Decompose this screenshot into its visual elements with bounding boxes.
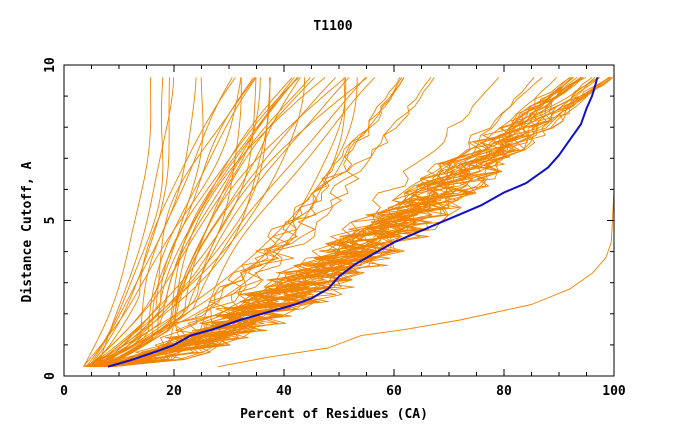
outlier-model-curve (217, 77, 615, 368)
model-curve (100, 77, 366, 368)
x-tick-label: 40 (276, 384, 292, 399)
y-tick-label: 10 (43, 57, 58, 73)
model-curve (96, 77, 242, 368)
model-curve (106, 77, 535, 368)
model-curve (85, 77, 164, 367)
model-curve (98, 77, 299, 368)
x-axis-label: Percent of Residues (CA) (240, 407, 428, 422)
model-curve (87, 77, 298, 368)
x-tick-label: 60 (386, 384, 402, 399)
model-curve (97, 77, 350, 368)
model-curve (92, 77, 584, 368)
model-curve (92, 77, 326, 368)
model-curve (86, 77, 293, 368)
model-curve (91, 77, 306, 368)
model-curve (89, 77, 236, 368)
model-curve (101, 77, 405, 368)
model-curve (107, 77, 557, 368)
series-layer (82, 76, 615, 368)
axis-tick-labels: 0 20 40 60 80 100 0 5 10 (43, 57, 626, 399)
model-curve (90, 77, 233, 368)
model-curve (103, 77, 570, 368)
model-curve (87, 77, 336, 368)
model-curve (95, 77, 500, 368)
model-curve (83, 77, 346, 368)
x-tick-label: 80 (496, 384, 512, 399)
model-curve (112, 77, 584, 368)
y-tick-label: 0 (43, 372, 58, 380)
y-axis-label: Distance Cutoff, A (20, 161, 35, 302)
model-curve (97, 77, 175, 367)
model-curve (104, 77, 435, 368)
model-curve (87, 77, 300, 368)
chart-title: T1100 (313, 19, 352, 34)
highlighted-model-curve (107, 77, 599, 368)
model-curve (87, 77, 204, 368)
model-curve (107, 77, 611, 368)
model-curve (104, 77, 368, 368)
model-curve (92, 77, 401, 368)
x-tick-label: 0 (60, 384, 68, 399)
model-curve (97, 77, 301, 368)
model-curve (99, 77, 295, 368)
model-curve (89, 77, 257, 368)
model-curve (83, 77, 152, 367)
model-curve (99, 77, 254, 368)
model-curve (95, 77, 346, 368)
model-curve (105, 77, 432, 368)
model-curve (82, 77, 242, 367)
model-curve (104, 77, 613, 368)
model-curve (88, 77, 261, 368)
x-tick-label: 20 (166, 384, 182, 399)
y-tick-label: 5 (43, 217, 58, 225)
axis-ticks (63, 64, 615, 377)
x-tick-label: 100 (602, 384, 626, 399)
